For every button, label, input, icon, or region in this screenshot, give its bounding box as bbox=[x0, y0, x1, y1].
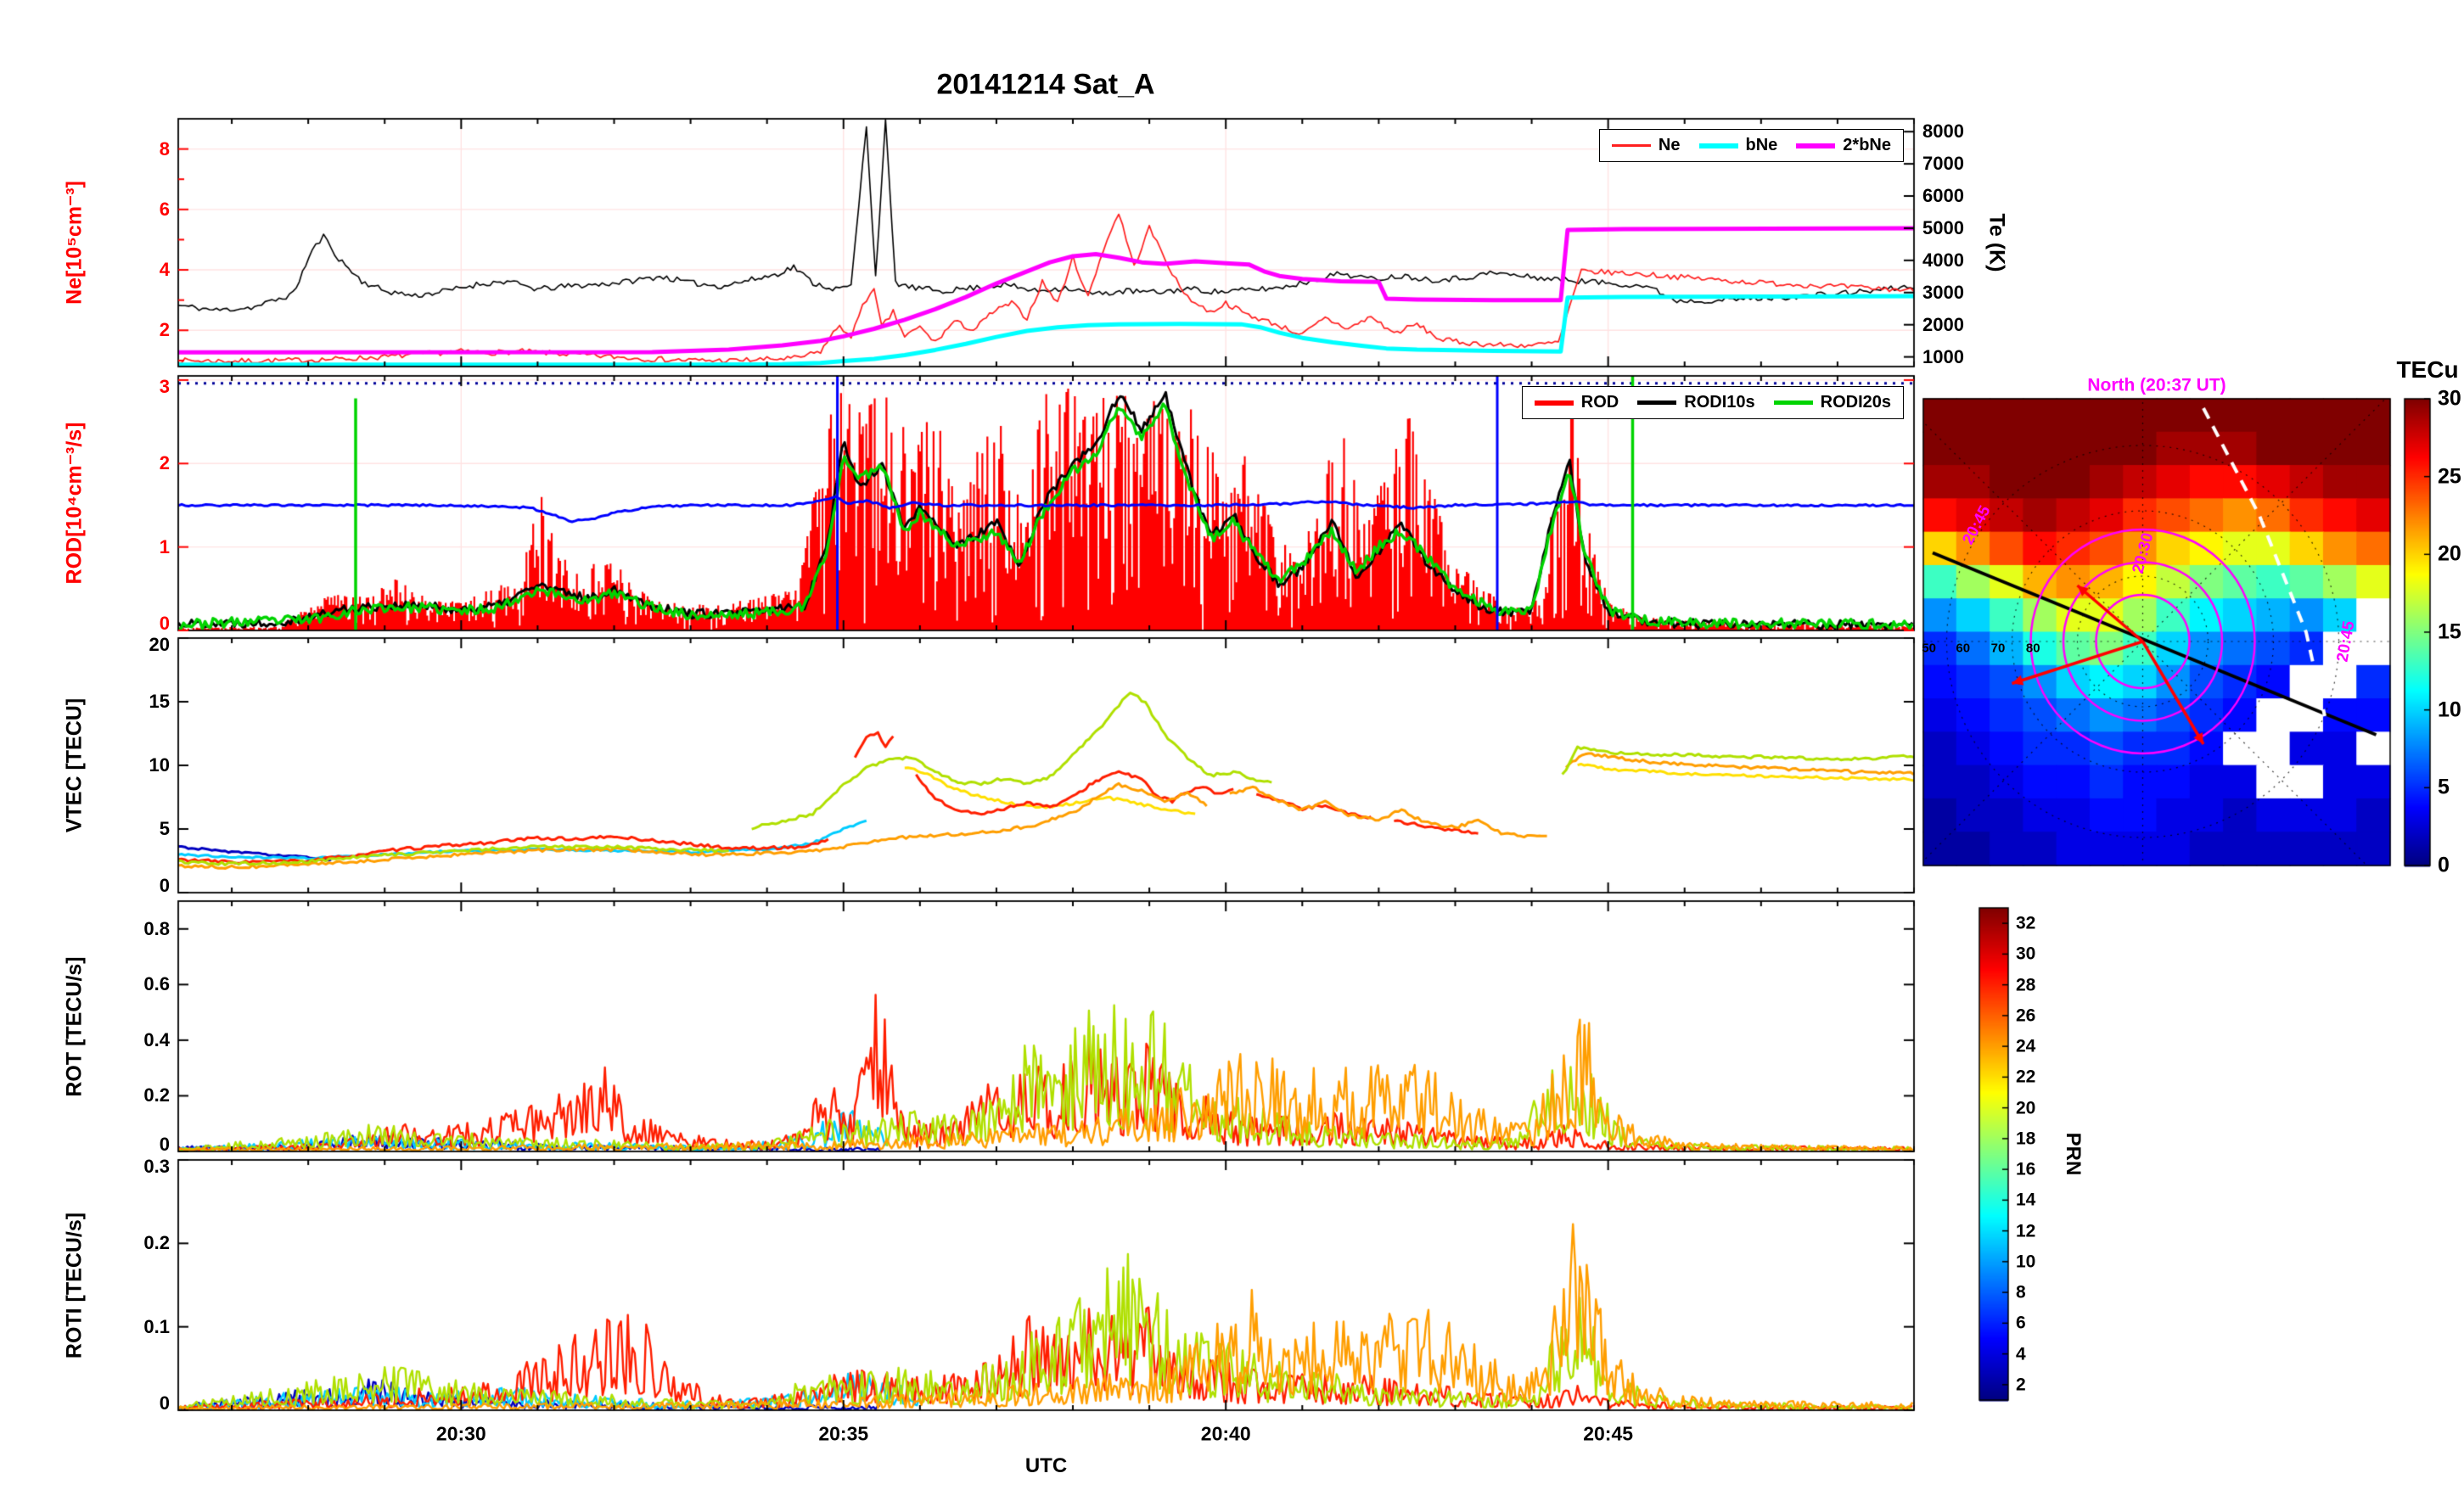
x-tick-label: 20:35 bbox=[818, 1422, 869, 1445]
legend-rod: ROD RODI10s RODI20s bbox=[1521, 386, 1904, 419]
y-tick-label: 2 bbox=[159, 319, 170, 341]
prn-tick-label: 24 bbox=[2016, 1036, 2036, 1056]
y-tick-label: 0 bbox=[159, 613, 170, 634]
legend-swatch bbox=[1637, 401, 1677, 405]
y-tick-label: 8 bbox=[159, 137, 170, 160]
y-tick-label: 6 bbox=[159, 198, 170, 220]
prn-tick-label: 28 bbox=[2016, 975, 2036, 995]
y-tick-label-right: 1000 bbox=[1922, 345, 1964, 367]
y-tick-label-right: 3000 bbox=[1922, 281, 1964, 303]
legend-label: ROD bbox=[1580, 393, 1619, 412]
y-tick-label-right: 8000 bbox=[1922, 120, 1964, 143]
legend-label: RODI20s bbox=[1820, 393, 1891, 412]
legend-label: Ne bbox=[1658, 136, 1681, 154]
ylabel-roti: ROTI [TECU/s] bbox=[62, 1212, 87, 1358]
legend-label: bNe bbox=[1745, 136, 1778, 154]
map-lat-label: 50 bbox=[1922, 641, 1936, 656]
prn-tick-label: 2 bbox=[2016, 1375, 2026, 1395]
y-tick-label: 0.6 bbox=[143, 973, 170, 995]
prn-tick-label: 22 bbox=[2016, 1067, 2036, 1087]
tecu-tick-label: 0 bbox=[2438, 853, 2450, 877]
y-tick-label-right: 6000 bbox=[1922, 185, 1964, 206]
prn-tick-label: 14 bbox=[2016, 1190, 2036, 1210]
prn-tick-label: 18 bbox=[2016, 1129, 2036, 1149]
legend-item: ROD bbox=[1534, 393, 1619, 412]
legend-item: RODI20s bbox=[1773, 393, 1891, 412]
tecu-tick-label: 25 bbox=[2438, 464, 2461, 489]
legend-item: RODI10s bbox=[1637, 393, 1755, 412]
legend-swatch bbox=[1611, 144, 1651, 147]
x-tick-label: 20:45 bbox=[1583, 1422, 1634, 1445]
tecu-tick-label: 30 bbox=[2438, 386, 2461, 411]
tecu-tick-label: 10 bbox=[2438, 697, 2461, 722]
tecu-tick-label: 5 bbox=[2438, 775, 2450, 799]
y-tick-label: 10 bbox=[149, 754, 170, 776]
y-tick-label: 0.3 bbox=[143, 1156, 170, 1177]
y-tick-label: 0.2 bbox=[143, 1232, 170, 1254]
y-tick-label: 3 bbox=[159, 375, 170, 397]
legend-swatch bbox=[1698, 143, 1738, 148]
prn-tick-label: 4 bbox=[2016, 1344, 2026, 1364]
prn-tick-label: 8 bbox=[2016, 1282, 2026, 1302]
legend-swatch bbox=[1773, 401, 1813, 405]
y-tick-label: 0 bbox=[159, 1134, 170, 1155]
legend-label: RODI10s bbox=[1684, 393, 1755, 412]
legend-item: 2*bNe bbox=[1796, 136, 1891, 155]
ylabel-ne_te: Ne[10⁵cm⁻³] bbox=[62, 181, 87, 305]
legend-swatch bbox=[1534, 400, 1574, 406]
y-tick-label: 0 bbox=[159, 1392, 170, 1414]
xlabel: UTC bbox=[1024, 1454, 1068, 1477]
ylabel-right-ne_te: Te (K) bbox=[1984, 213, 2009, 272]
map-lat-label: 80 bbox=[2025, 641, 2040, 656]
ylabel-rot: ROT [TECU/s] bbox=[62, 955, 87, 1097]
y-tick-label: 0.8 bbox=[143, 917, 170, 939]
legend-swatch bbox=[1796, 143, 1836, 148]
figure-title: 20141214 Sat_A bbox=[936, 68, 1155, 101]
tecu-tick-label: 20 bbox=[2438, 541, 2461, 566]
map-title: North (20:37 UT) bbox=[2087, 375, 2226, 395]
map-lat-label: 70 bbox=[1990, 641, 2006, 656]
tecu-tick-label: 15 bbox=[2438, 619, 2461, 644]
tecu-title: TECu bbox=[2396, 356, 2459, 383]
prn-tick-label: 20 bbox=[2016, 1098, 2036, 1118]
prn-tick-label: 32 bbox=[2016, 913, 2036, 933]
legend-ne_te: Ne bNe 2*bNe bbox=[1598, 129, 1904, 162]
y-tick-label: 1 bbox=[159, 535, 170, 557]
map-lat-label: 60 bbox=[1956, 641, 1971, 656]
y-tick-label: 20 bbox=[149, 634, 170, 655]
y-tick-label: 0.2 bbox=[143, 1084, 170, 1106]
legend-label: 2*bNe bbox=[1843, 136, 1891, 154]
y-tick-label: 2 bbox=[159, 452, 170, 474]
y-tick-label: 15 bbox=[149, 691, 170, 712]
prn-tick-label: 16 bbox=[2016, 1159, 2036, 1179]
y-tick-label: 0 bbox=[159, 875, 170, 896]
y-tick-label: 0.4 bbox=[143, 1028, 170, 1050]
prn-tick-label: 12 bbox=[2016, 1221, 2036, 1241]
prn-tick-label: 30 bbox=[2016, 944, 2036, 964]
y-tick-label-right: 5000 bbox=[1922, 216, 1964, 238]
y-tick-label: 0.1 bbox=[143, 1315, 170, 1337]
x-tick-label: 20:30 bbox=[435, 1422, 486, 1445]
y-tick-label-right: 4000 bbox=[1922, 249, 1964, 271]
x-tick-label: 20:40 bbox=[1200, 1422, 1251, 1445]
y-tick-label: 4 bbox=[159, 259, 170, 281]
y-tick-label-right: 7000 bbox=[1922, 153, 1964, 175]
prn-tick-label: 10 bbox=[2016, 1252, 2036, 1272]
y-tick-label-right: 2000 bbox=[1922, 313, 1964, 335]
prn-colorbar-label: PRN bbox=[2062, 1132, 2085, 1176]
legend-item: Ne bbox=[1611, 136, 1681, 155]
ylabel-vtec: VTEC [TECU] bbox=[62, 697, 87, 833]
y-tick-label: 5 bbox=[159, 818, 170, 839]
ylabel-rod: ROD[10⁴cm⁻³/s] bbox=[62, 422, 87, 585]
prn-tick-label: 6 bbox=[2016, 1313, 2026, 1333]
legend-item: bNe bbox=[1698, 136, 1778, 155]
prn-tick-label: 26 bbox=[2016, 1005, 2036, 1026]
